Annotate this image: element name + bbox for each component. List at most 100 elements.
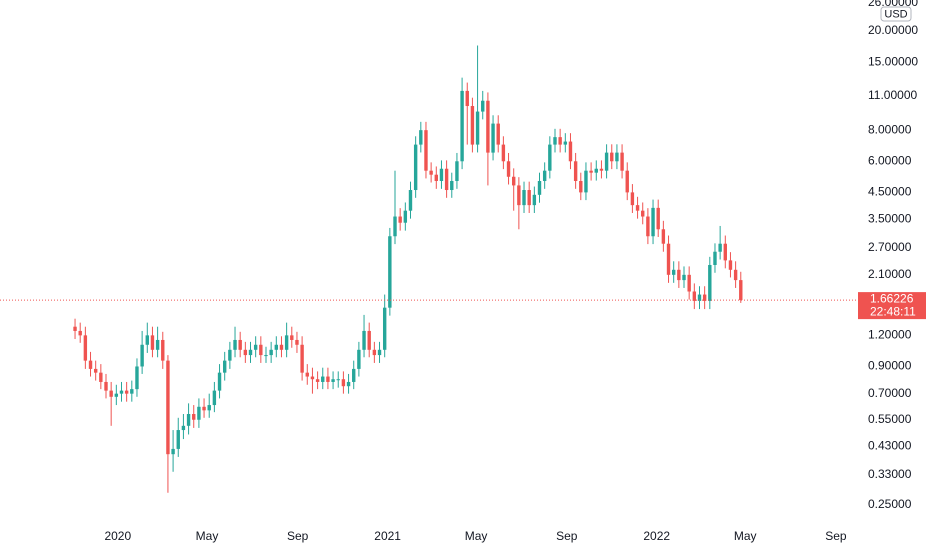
- candle-body: [140, 344, 144, 367]
- y-tick-label: 2.70000: [868, 240, 912, 254]
- candle-body: [181, 425, 186, 431]
- candle-body: [702, 294, 707, 301]
- candle-body: [346, 381, 351, 387]
- candle-body: [630, 192, 635, 206]
- candle-body: [450, 180, 454, 191]
- y-tick-label: 0.25000: [868, 497, 912, 511]
- candle-body: [713, 251, 717, 265]
- y-tick-label: 0.33000: [868, 467, 912, 481]
- candle-body: [78, 330, 82, 336]
- candle-body: [733, 269, 738, 281]
- candle-body: [656, 207, 660, 230]
- candle-body: [558, 137, 562, 145]
- y-tick-label: 3.50000: [868, 212, 912, 226]
- candle-body: [573, 161, 578, 181]
- candle-body: [88, 360, 93, 369]
- candle-body: [692, 291, 697, 301]
- candle-body: [284, 335, 289, 350]
- candle-body: [109, 390, 113, 397]
- candle-body: [228, 349, 232, 361]
- candle-body: [527, 190, 531, 206]
- candle-body: [305, 372, 309, 377]
- candle-body: [661, 229, 666, 244]
- candle-body: [604, 152, 609, 171]
- candle-body: [264, 355, 268, 357]
- y-tick-label: 0.90000: [868, 359, 912, 373]
- candle-body: [388, 236, 392, 308]
- candle-body: [155, 339, 160, 350]
- x-tick-label: Sep: [287, 529, 309, 543]
- candle-body: [439, 168, 444, 181]
- y-tick-label: 6.00000: [868, 153, 912, 167]
- candle-body: [124, 390, 129, 394]
- candle-body: [223, 360, 227, 373]
- y-tick-label: 1.20000: [868, 328, 912, 342]
- candle-body: [739, 280, 743, 301]
- candle-body: [548, 144, 552, 171]
- candle-body: [486, 100, 490, 153]
- candle-body: [481, 100, 485, 112]
- candle-body: [393, 216, 397, 237]
- candle-body: [491, 123, 495, 153]
- candle-body: [398, 216, 402, 223]
- y-tick-label: 8.00000: [868, 122, 912, 136]
- candle-body: [682, 274, 686, 281]
- candle-body: [166, 360, 170, 455]
- y-tick-label: 0.43000: [868, 439, 912, 453]
- candle-body: [651, 207, 655, 237]
- candle-body: [408, 190, 413, 211]
- candle-body: [728, 260, 733, 270]
- candle-body: [444, 168, 449, 191]
- candle-body: [589, 170, 593, 173]
- candle-body: [279, 344, 284, 350]
- candle-body: [290, 335, 294, 340]
- candle-body: [104, 381, 108, 391]
- candle-body: [253, 344, 258, 350]
- candle-body: [723, 243, 727, 261]
- candle-body: [512, 176, 516, 186]
- candle-body: [429, 170, 433, 175]
- candle-body: [470, 106, 475, 145]
- candle-body: [517, 185, 521, 206]
- x-tick-label: May: [734, 529, 757, 543]
- candle-body: [434, 174, 438, 181]
- candle-body: [496, 123, 500, 145]
- candle-body: [620, 152, 624, 171]
- candle-body: [718, 243, 722, 252]
- candle-body: [506, 161, 511, 177]
- candle-body: [186, 414, 191, 426]
- candle-body: [326, 376, 330, 382]
- currency-label: USD: [884, 8, 907, 20]
- candle-body: [424, 130, 428, 171]
- y-tick-label: 15.00000: [868, 54, 918, 68]
- candle-body: [135, 366, 139, 390]
- candle-body: [310, 376, 315, 380]
- candle-body: [532, 194, 537, 206]
- y-tick-label: 2.10000: [868, 267, 912, 281]
- candle-body: [646, 216, 650, 237]
- y-tick-label: 20.00000: [868, 23, 918, 37]
- candle-body: [635, 205, 640, 211]
- candle-body: [171, 448, 175, 455]
- candle-body: [367, 330, 371, 350]
- candle-body: [687, 274, 691, 292]
- candle-body: [666, 243, 671, 275]
- candle-body: [377, 349, 382, 356]
- candle-body: [243, 349, 248, 356]
- candle-body: [568, 141, 573, 162]
- candle-body: [677, 269, 681, 281]
- candle-body: [331, 379, 335, 382]
- candle-body: [697, 294, 702, 301]
- candle-body: [522, 190, 526, 206]
- candle-body: [192, 414, 196, 420]
- y-tick-label: 0.70000: [868, 386, 912, 400]
- candle-body: [336, 379, 340, 381]
- candle-body: [212, 390, 217, 406]
- candle-body: [537, 180, 542, 195]
- candle-body: [73, 326, 77, 331]
- candle-body: [465, 90, 469, 107]
- candle-body: [341, 379, 346, 387]
- candle-body: [145, 335, 149, 345]
- currency-box: [880, 6, 912, 22]
- x-tick-label: Sep: [825, 529, 847, 543]
